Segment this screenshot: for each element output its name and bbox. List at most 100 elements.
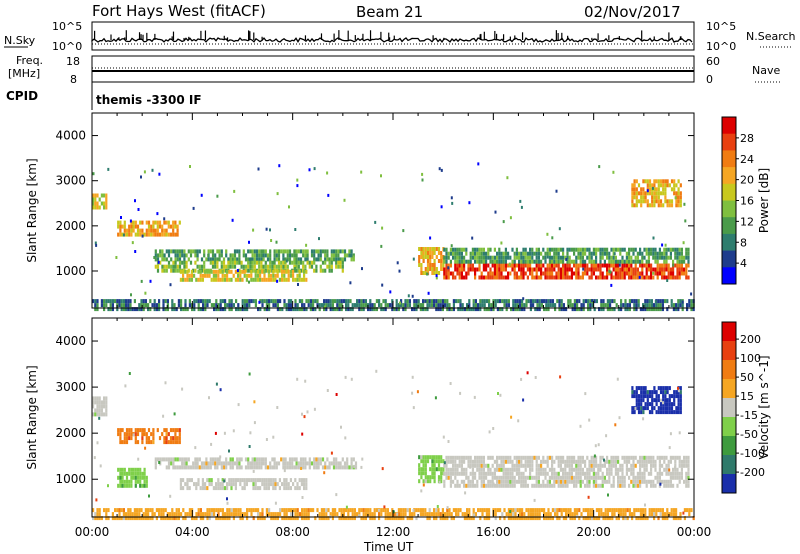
echo-cell — [544, 467, 547, 472]
echo-speck — [464, 491, 467, 495]
echo-cell — [586, 467, 589, 472]
echo-cell — [96, 303, 99, 308]
echo-cell — [612, 455, 615, 460]
echo-cell — [338, 299, 341, 304]
echo-cell — [408, 299, 411, 304]
echo-cell — [551, 267, 554, 272]
echo-cell — [465, 455, 468, 460]
echo-cell — [440, 251, 443, 255]
echo-cell — [537, 479, 540, 484]
echo-cell — [324, 253, 327, 258]
echo-cell — [610, 459, 613, 464]
echo-cell — [192, 268, 195, 273]
echo-cell — [672, 259, 675, 264]
echo-cell — [296, 303, 299, 308]
echo-cell — [203, 465, 206, 470]
echo-speck — [438, 167, 441, 171]
echo-cell — [437, 459, 441, 464]
echo-cell — [526, 267, 529, 272]
echo-cell — [636, 471, 639, 476]
echo-cell — [284, 257, 287, 262]
echo-cell — [632, 475, 635, 480]
echo-cell — [152, 220, 155, 225]
echo-cell — [635, 303, 638, 308]
echo-cell — [562, 267, 565, 272]
echo-cell — [215, 277, 218, 282]
echo-cell — [488, 508, 491, 513]
echo-cell — [312, 303, 315, 308]
echo-cell — [551, 259, 554, 264]
echo-cell — [206, 269, 209, 274]
echo-cell — [350, 253, 353, 258]
echo-cell — [186, 486, 189, 491]
echo-cell — [171, 512, 174, 517]
echo-cell — [215, 486, 218, 491]
echo-speck — [510, 415, 513, 419]
echo-cell — [602, 307, 605, 312]
echo-cell — [597, 267, 600, 272]
colorbar-segment — [722, 474, 736, 494]
echo-cell — [174, 220, 177, 225]
echo-cell — [599, 263, 602, 268]
echo-cell — [452, 303, 455, 308]
echo-cell — [287, 277, 290, 282]
echo-cell — [568, 259, 571, 264]
echo-cell — [555, 475, 558, 480]
echo-cell — [291, 457, 294, 462]
echo-cell — [581, 455, 584, 460]
echo-cell — [542, 479, 545, 484]
echo-cell — [174, 253, 177, 258]
echo-cell — [424, 508, 427, 513]
echo-cell — [406, 303, 409, 308]
echo-cell — [465, 471, 468, 476]
echo-cell — [665, 479, 668, 484]
echo-cell — [431, 247, 434, 251]
echo-cell — [188, 273, 191, 278]
echo-cell — [178, 436, 181, 441]
echo-cell — [160, 512, 163, 517]
echo-cell — [640, 406, 643, 411]
echo-cell — [511, 267, 514, 272]
echo-cell — [119, 432, 122, 437]
echo-cell — [440, 267, 443, 271]
echo-cell — [292, 508, 295, 513]
echo-cell — [163, 253, 166, 258]
echo-cell — [298, 277, 301, 282]
echo-cell — [469, 459, 472, 464]
echo-cell — [628, 247, 631, 252]
echo-cell — [221, 508, 224, 513]
echo-cell — [675, 183, 678, 188]
echo-cell — [199, 516, 202, 521]
echo-cell — [176, 440, 179, 445]
echo-cell — [584, 463, 587, 468]
echo-cell — [677, 203, 680, 208]
echo-cell — [228, 482, 231, 487]
echo-cell — [623, 263, 626, 268]
echo-cell — [664, 390, 667, 395]
echo-cell — [386, 512, 389, 517]
y-tick-label: 4000 — [55, 334, 86, 348]
echo-cell — [554, 303, 557, 308]
echo-cell — [117, 220, 120, 225]
echo-cell — [244, 253, 248, 258]
echo-cell — [522, 247, 525, 252]
echo-cell — [331, 508, 334, 513]
echo-cell — [667, 263, 670, 268]
echo-cell — [662, 390, 665, 395]
echo-cell — [302, 264, 305, 269]
echo-cell — [606, 247, 609, 252]
echo-cell — [502, 267, 505, 272]
echo-cell — [581, 255, 584, 260]
echo-cell — [553, 467, 556, 472]
echo-cell — [103, 307, 106, 312]
echo-cell — [166, 307, 169, 312]
echo-cell — [668, 386, 671, 391]
echo-cell — [119, 467, 122, 472]
echo-cell — [132, 220, 135, 225]
echo-cell — [584, 271, 587, 276]
echo-cell — [152, 232, 155, 237]
echo-cell — [172, 264, 175, 269]
echo-cell — [107, 299, 110, 304]
echo-cell — [100, 299, 103, 304]
echo-speck — [434, 396, 437, 400]
